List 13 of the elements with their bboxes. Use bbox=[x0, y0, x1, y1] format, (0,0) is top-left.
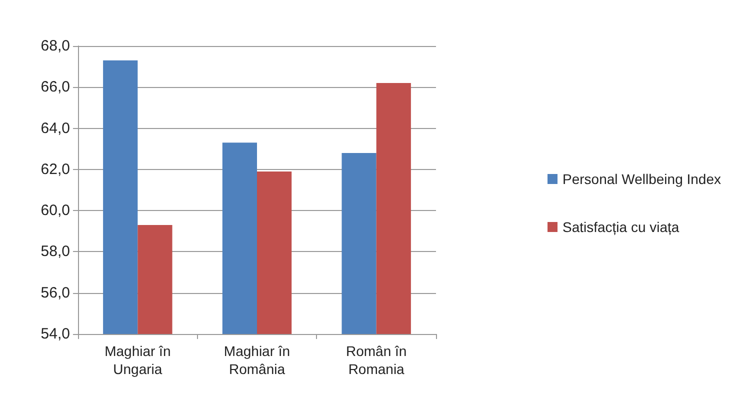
x-tick-label: Român în Romania bbox=[346, 343, 407, 377]
x-tick-label: Maghiar în România bbox=[224, 343, 290, 377]
legend-label: Personal Wellbeing Index bbox=[562, 171, 722, 187]
y-tick-label: 60,0 bbox=[40, 202, 70, 220]
legend-label: Satisfacția cu viața bbox=[562, 219, 680, 235]
y-tick-label: 62,0 bbox=[40, 160, 70, 178]
y-tick-label: 68,0 bbox=[40, 38, 70, 54]
y-tick-label: 58,0 bbox=[40, 243, 70, 260]
x-tick-label: Maghiar în Ungaria bbox=[104, 343, 171, 377]
y-tick-label: 64,0 bbox=[40, 120, 70, 137]
y-tick-label: 54,0 bbox=[40, 326, 70, 342]
y-tick-label: 56,0 bbox=[40, 284, 70, 302]
y-tick-label: 66,0 bbox=[40, 78, 70, 96]
